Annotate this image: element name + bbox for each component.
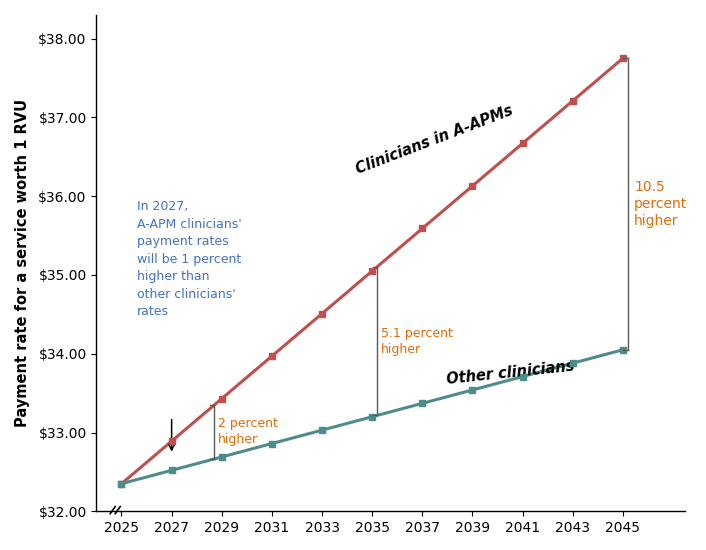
Text: Clinicians in A-APMs: Clinicians in A-APMs [354, 102, 515, 177]
Text: 10.5
percent
higher: 10.5 percent higher [634, 180, 688, 228]
Text: Other clinicians: Other clinicians [445, 359, 575, 387]
Y-axis label: Payment rate for a service worth 1 RVU: Payment rate for a service worth 1 RVU [15, 99, 30, 427]
Text: 5.1 percent
higher: 5.1 percent higher [381, 327, 453, 356]
Text: In 2027,
A-APM clinicians'
payment rates
will be 1 percent
higher than
other cli: In 2027, A-APM clinicians' payment rates… [136, 200, 241, 318]
Text: 2 percent
higher: 2 percent higher [218, 417, 278, 447]
